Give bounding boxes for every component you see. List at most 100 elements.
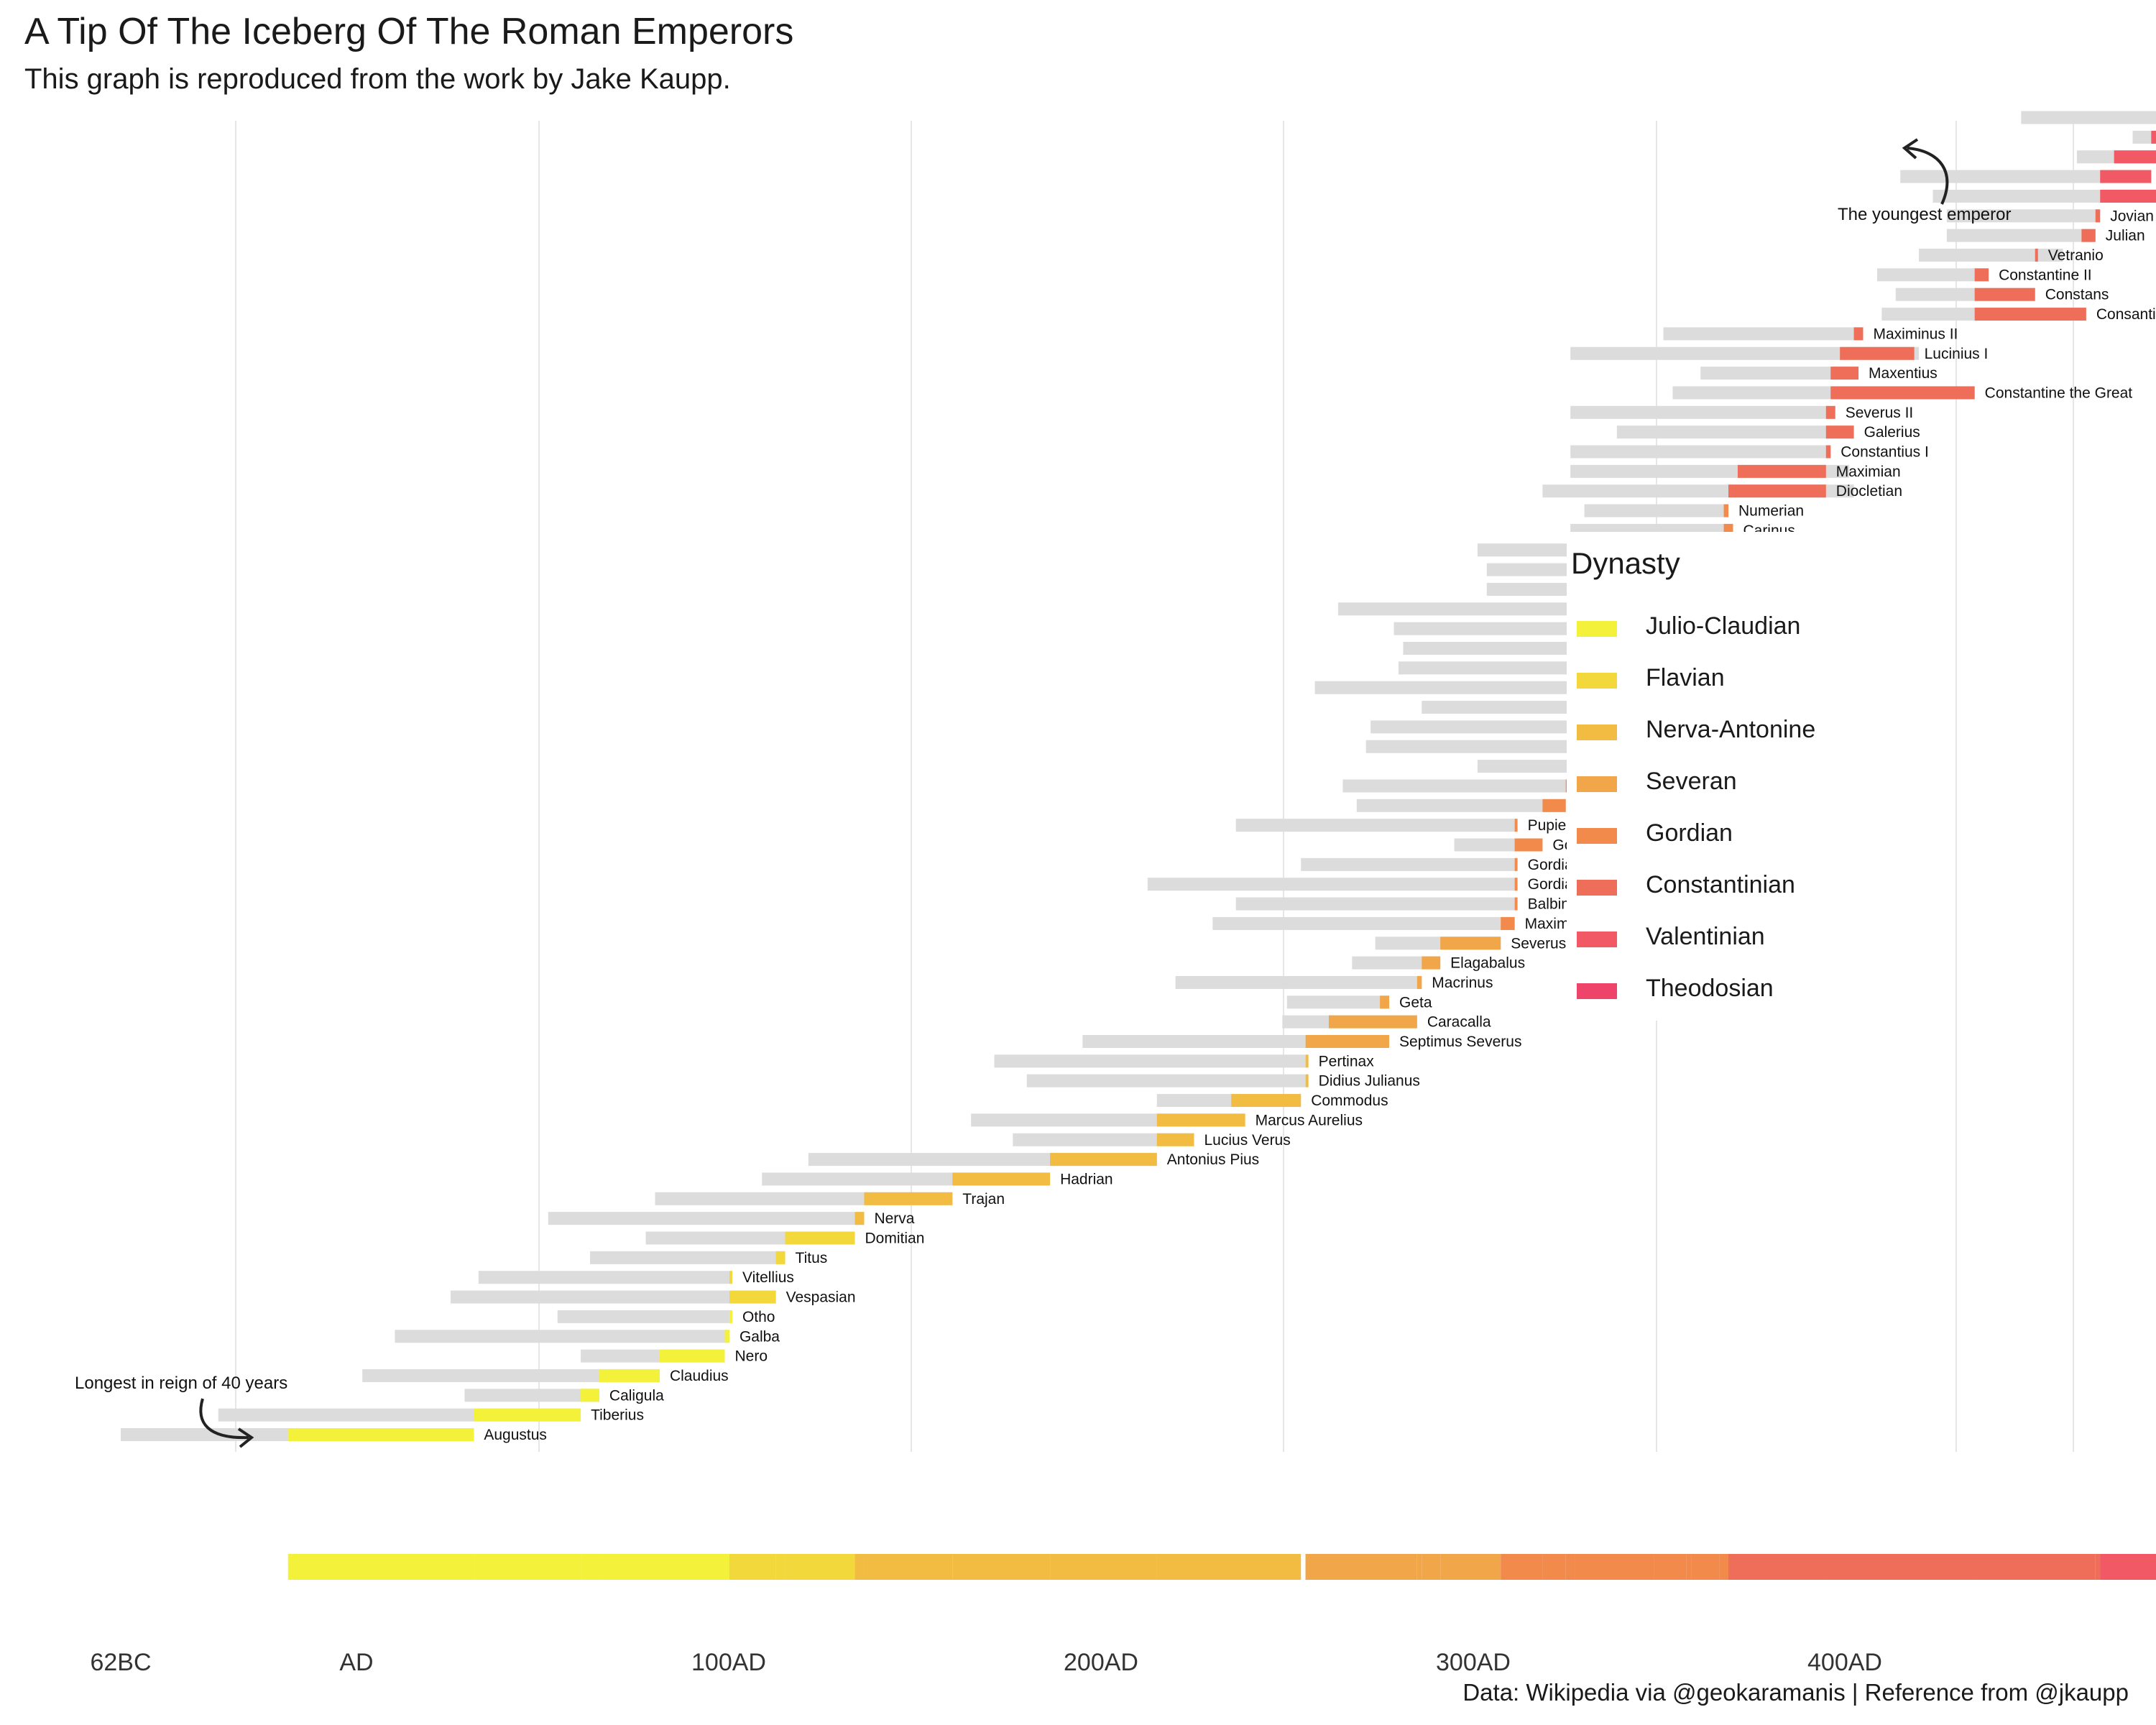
- strip-segment: [952, 1554, 1050, 1580]
- legend-label: Theodosian: [1646, 975, 1774, 1003]
- reign-bar: [474, 1409, 581, 1422]
- legend-swatch: [1577, 724, 1617, 740]
- x-tick-label: 100AD: [691, 1649, 766, 1676]
- lifespan-bar: [1212, 917, 1514, 930]
- strip-segment: [864, 1554, 952, 1580]
- lifespan-bar: [1585, 505, 1728, 518]
- reign-bar: [1830, 386, 1974, 399]
- legend-swatch: [1577, 828, 1617, 844]
- emperor-label: Vitellius: [742, 1269, 794, 1286]
- strip-segment: [855, 1554, 865, 1580]
- reign-bar: [1515, 839, 1543, 852]
- reign-bar: [1542, 799, 1565, 812]
- lifespan-bar: [1342, 779, 1575, 792]
- reign-bar: [1738, 465, 1826, 478]
- reign-bar: [1157, 1133, 1194, 1146]
- x-axis-tick-labels: 62BC AD 100AD 200AD 300AD 400AD: [90, 1649, 1882, 1676]
- emperor-label: Vespasian: [786, 1289, 856, 1306]
- reign-bars: [288, 111, 2156, 1441]
- emperor-label: Elagabalus: [1450, 955, 1525, 972]
- lifespan-bar: [1370, 720, 1584, 733]
- reign-bar: [1840, 347, 1914, 360]
- lifespan-bar: [1176, 976, 1422, 989]
- lifespan-bar: [479, 1271, 729, 1284]
- strip-segment: [1542, 1554, 1565, 1580]
- lifespan-bar: [1947, 229, 2096, 242]
- legend-label: Julio-Claudian: [1646, 612, 1800, 640]
- chart-caption: Data: Wikipedia via @geokaramanis | Refe…: [1462, 1679, 2129, 1706]
- reign-bar: [1515, 898, 1518, 911]
- reign-bar: [786, 1232, 855, 1245]
- lifespan-bar: [1148, 878, 1515, 891]
- emperor-label: Otho: [742, 1309, 775, 1325]
- legend-label: Flavian: [1646, 664, 1725, 692]
- reign-bar: [1329, 1016, 1417, 1029]
- reign-bar: [1157, 1113, 1245, 1126]
- emperor-label: Numerian: [1738, 503, 1804, 520]
- strip-segment: [1575, 1554, 1585, 1580]
- lifespan-bar: [1236, 898, 1515, 911]
- legend: Dynasty Julio-Claudian Flavian Nerva-Anton…: [1567, 532, 1869, 1021]
- strip-segment: [1854, 1554, 1864, 1580]
- legend-swatch: [1577, 880, 1617, 896]
- reign-bar: [2081, 229, 2095, 242]
- reign-bar: [1826, 446, 1830, 459]
- lifespan-bar: [1570, 446, 1830, 459]
- strip-segment: [1501, 1554, 1514, 1580]
- legend-title: Dynasty: [1571, 546, 1680, 581]
- lifespan-bar: [464, 1389, 599, 1402]
- lifespan-bar: [1366, 740, 1585, 753]
- emperor-label: Galba: [740, 1328, 780, 1345]
- reign-bar: [1728, 484, 1826, 497]
- legend-swatch: [1577, 983, 1617, 999]
- strip-segment: [1440, 1554, 1501, 1580]
- legend-swatch: [1577, 776, 1617, 792]
- lifespan-bar: [1027, 1075, 1306, 1087]
- lifespan-bar: [1287, 995, 1389, 1008]
- emperor-label: Titus: [796, 1250, 828, 1266]
- reign-bar: [1830, 367, 1858, 380]
- emperor-label: Maximinus II: [1874, 326, 1958, 342]
- reign-bar: [660, 1350, 725, 1363]
- reign-bar: [1826, 406, 1835, 419]
- emperor-label: Domitian: [865, 1230, 925, 1247]
- reign-bar: [2100, 190, 2156, 203]
- reign-bar: [2096, 209, 2100, 222]
- strip-segment: [729, 1554, 776, 1580]
- youngest-emperor-annotation: The youngest emperor: [1838, 205, 2011, 224]
- strip-segment: [2114, 1554, 2156, 1580]
- lifespan-bar: [451, 1291, 776, 1304]
- strip-segment: [1738, 1554, 1826, 1580]
- emperor-label: Nerva: [874, 1210, 914, 1227]
- reign-bar: [288, 1428, 474, 1441]
- emperor-label: Commodus: [1311, 1092, 1388, 1109]
- x-tick-label: 300AD: [1436, 1649, 1511, 1676]
- reign-bar: [599, 1369, 660, 1382]
- strip-segment: [1664, 1554, 1666, 1580]
- emperor-label: Nero: [734, 1348, 768, 1365]
- reign-bar: [1515, 858, 1518, 871]
- legend-label: Gordian: [1646, 819, 1733, 847]
- reign-bar: [1306, 1075, 1309, 1087]
- lifespan-bar: [1877, 268, 1989, 281]
- emperor-label: Hadrian: [1060, 1171, 1113, 1187]
- lifespan-bar: [1664, 327, 1864, 340]
- emperor-label: Macrinus: [1432, 975, 1493, 991]
- strip-segment: [1380, 1554, 1389, 1580]
- reign-bar: [1975, 268, 1989, 281]
- strip-segment: [474, 1554, 581, 1580]
- emperor-label: Marcus Aurelius: [1256, 1112, 1363, 1128]
- emperor-label: Septimus Severus: [1399, 1034, 1521, 1050]
- emperor-label: Augustus: [484, 1427, 547, 1443]
- legend-label: Constantinian: [1646, 871, 1795, 899]
- strip-segment: [786, 1554, 855, 1580]
- emperor-label: Claudius: [670, 1368, 729, 1384]
- longest-reign-annotation: Longest in reign of 40 years: [75, 1374, 287, 1393]
- strip-segment: [581, 1554, 599, 1580]
- reign-bar: [1306, 1035, 1389, 1048]
- reign-bar: [2114, 150, 2156, 163]
- lifespan-bar: [994, 1054, 1305, 1067]
- legend-swatch: [1577, 932, 1617, 947]
- emperor-label: Constantine the Great: [1985, 385, 2133, 401]
- strip-segment: [776, 1554, 786, 1580]
